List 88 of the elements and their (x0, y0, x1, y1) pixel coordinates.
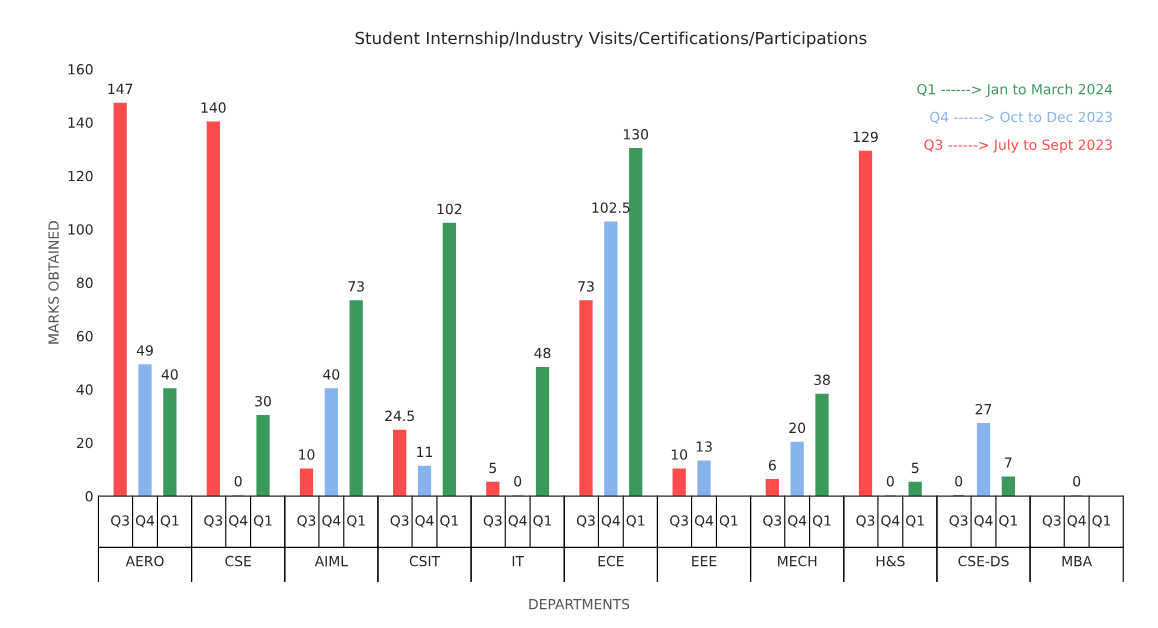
text: Q1 (347, 515, 365, 528)
y-tick-label: 0 (85, 491, 93, 502)
annotation: Q4 ------> Oct to Dec 2023 (930, 111, 1112, 124)
data-label: 129 (853, 131, 878, 143)
data-label: 11 (417, 446, 433, 457)
text: Q1 (626, 515, 645, 528)
data-label: 30 (255, 395, 271, 407)
data-label: 0 (234, 475, 242, 487)
data-label: 147 (108, 83, 133, 94)
y-tick-label: 20 (76, 437, 93, 449)
text: Q1 (533, 515, 552, 528)
data-label: 140 (201, 102, 226, 113)
text: Q3 (763, 515, 782, 528)
text: Q3 (111, 515, 129, 528)
text: Q1 (253, 515, 272, 528)
series-label: Q4 (135, 515, 155, 528)
annotation: Q3 ------> July to Sept 2023 (924, 139, 1112, 153)
text: Q4 (694, 515, 714, 528)
data-label: 7 (1005, 457, 1012, 468)
data-label: 102 (437, 203, 462, 215)
chart-title: Student Internship/Industry Visits/Certifications/Participations (355, 31, 867, 48)
data-label: 13 (696, 441, 712, 452)
y-tick-label: 40 (76, 384, 93, 395)
data-label: 0 (955, 475, 963, 487)
annotation: Q1 ------> Jan to March 2024 (917, 83, 1113, 98)
x-tick-label: EEE (692, 556, 717, 567)
text: Q1 (719, 515, 738, 528)
text: Q1 (812, 515, 831, 528)
data-label: 130 (623, 129, 649, 140)
series-label: Q3 (576, 515, 595, 528)
data-label: 73 (578, 281, 594, 292)
text: Q3 (856, 515, 875, 528)
x-tick-label: H&S (876, 555, 905, 567)
x-tick-label: AERO (125, 555, 164, 567)
y-axis-title: MARKS OBTAINED (48, 221, 59, 344)
text: Q3 (949, 515, 968, 528)
x-tick-label: IT (512, 556, 525, 567)
text: Q1 (160, 515, 179, 528)
y-tick-label: 100 (68, 224, 93, 235)
y-tick-label: 60 (76, 330, 93, 342)
series-label: Q1 (440, 515, 458, 528)
x-tick-label: CSIT (409, 555, 441, 567)
data-label: 5 (911, 462, 919, 474)
data-label: 6 (768, 459, 776, 471)
text: Q4 (229, 515, 248, 528)
text: Q4 (1067, 515, 1086, 528)
text: Q3 (204, 515, 223, 528)
data-label: 40 (323, 369, 340, 380)
x-tick-label: ECE (598, 555, 624, 567)
x-axis-title: DEPARTMENTS (529, 598, 630, 610)
text: Q4 (415, 515, 434, 528)
data-label: 0 (886, 475, 894, 487)
data-label: 40 (161, 369, 178, 380)
text: Q3 (297, 515, 316, 528)
text: Q3 (670, 515, 688, 528)
y-tick-label: 120 (68, 170, 93, 182)
data-label: 20 (789, 422, 806, 434)
text: Q4 (601, 515, 620, 528)
x-tick-label: CSE (225, 555, 251, 567)
x-tick-label: AIML (314, 556, 348, 567)
text: Q3 (1042, 515, 1061, 528)
x-tick-label: CSE-DS (958, 555, 1009, 567)
data-label: 38 (814, 374, 830, 386)
text: Q1 (906, 515, 924, 528)
y-tick-label: 140 (68, 117, 93, 128)
text: Q4 (508, 515, 527, 528)
data-label: 0 (514, 475, 522, 487)
data-label: 27 (975, 403, 992, 415)
y-tick-label: 80 (76, 277, 93, 289)
text: Q4 (881, 515, 900, 528)
text: Q1 (1092, 515, 1111, 528)
data-label: 10 (671, 449, 688, 460)
text: Q3 (483, 515, 502, 528)
text: Q4 (322, 515, 341, 528)
x-tick-label: MECH (778, 555, 817, 567)
text: Q1 (999, 515, 1017, 528)
data-label: 24.5 (385, 410, 414, 422)
data-label: 5 (489, 462, 497, 474)
data-label: 49 (136, 345, 153, 356)
text: Q4 (974, 515, 993, 528)
data-label: 73 (348, 281, 364, 292)
data-label: 10 (299, 449, 315, 460)
x-tick-label: MBA (1062, 556, 1093, 567)
data-label: 48 (534, 347, 551, 359)
y-tick-label: 160 (68, 64, 93, 75)
text: Q3 (390, 515, 409, 528)
data-label: 0 (1073, 475, 1081, 487)
text: Q4 (788, 515, 807, 528)
